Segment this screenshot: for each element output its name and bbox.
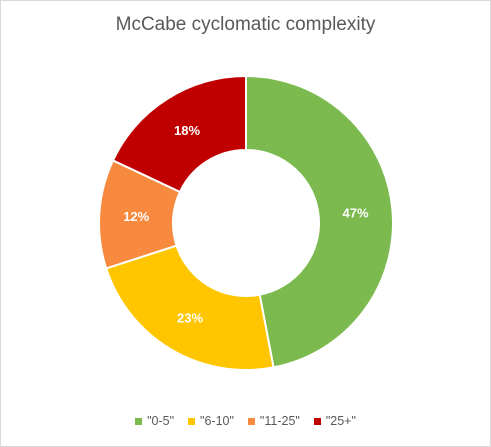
legend-item-3: "25+" [313,414,356,428]
legend-item-2: "11-25" [247,414,300,428]
legend-swatch-0 [135,417,143,425]
legend-swatch-2 [247,417,255,425]
chart-title: McCabe cyclomatic complexity [115,14,376,35]
legend-item-0: "0-5" [135,414,174,428]
slice-value-label-1: 23% [177,311,203,326]
slice-value-label-3: 18% [174,123,200,138]
donut-slice-0 [245,74,394,369]
legend-swatch-3 [313,417,321,425]
legend-label-2: "11-25" [259,414,300,428]
legend-item-1: "6-10" [188,414,234,428]
slice-value-label-2: 12% [123,209,149,224]
donut-slice-3 [111,74,247,194]
donut-slice-1 [104,244,275,371]
legend-label-0: "0-5" [147,414,175,428]
legend-swatch-1 [188,417,196,425]
chart-legend: "0-5" "6-10" "11-25" "25+" [1,414,490,428]
legend-label-3: "25+" [325,414,356,428]
legend-label-1: "6-10" [200,414,234,428]
slice-value-label-0: 47% [342,206,368,221]
